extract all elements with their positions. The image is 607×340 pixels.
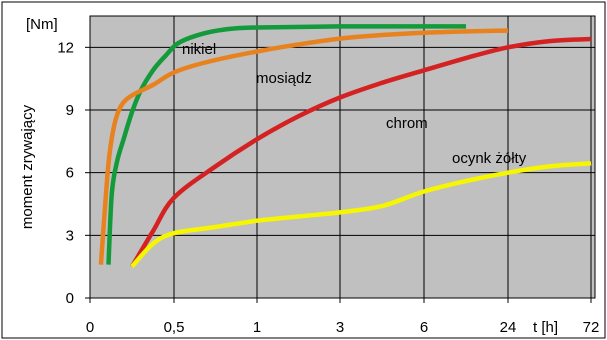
series-label-chrom: chrom <box>386 115 428 132</box>
series-line-nikiel <box>106 24 467 265</box>
axis-ticks: 0 3 6 9 12 0 0,5 1 3 6 24 72 <box>57 39 599 336</box>
y-unit-label: [Nm] <box>26 16 58 33</box>
series-lines <box>98 24 592 269</box>
y-tick-label: 3 <box>66 227 74 244</box>
y-tick-label: 6 <box>66 165 74 182</box>
series-line-chrom <box>130 36 592 268</box>
x-tick-label: 0,5 <box>164 319 185 336</box>
y-tick-label: 0 <box>66 290 74 307</box>
y-tick-label: 9 <box>66 102 74 119</box>
series-label-nikiel: nikiel <box>182 41 216 58</box>
x-axis-label: t [h] <box>533 319 558 336</box>
y-axis-label: moment zrywający <box>19 104 36 229</box>
plot-border <box>89 15 596 299</box>
y-tick-label: 12 <box>57 39 74 56</box>
x-tick-label: 3 <box>336 319 344 336</box>
series-line-ocynk-zolty <box>130 161 592 269</box>
x-tick-label: 6 <box>420 319 428 336</box>
x-tick-label: 72 <box>583 319 600 336</box>
series-label-ocynk-zolty: ocynk żółty <box>452 150 527 167</box>
x-tick-label: 0 <box>86 319 94 336</box>
x-tick-label: 1 <box>253 319 261 336</box>
x-tick-label: 24 <box>500 319 517 336</box>
series-line-mosiadz <box>98 28 509 265</box>
series-label-mosiadz: mosiądz <box>256 70 312 87</box>
